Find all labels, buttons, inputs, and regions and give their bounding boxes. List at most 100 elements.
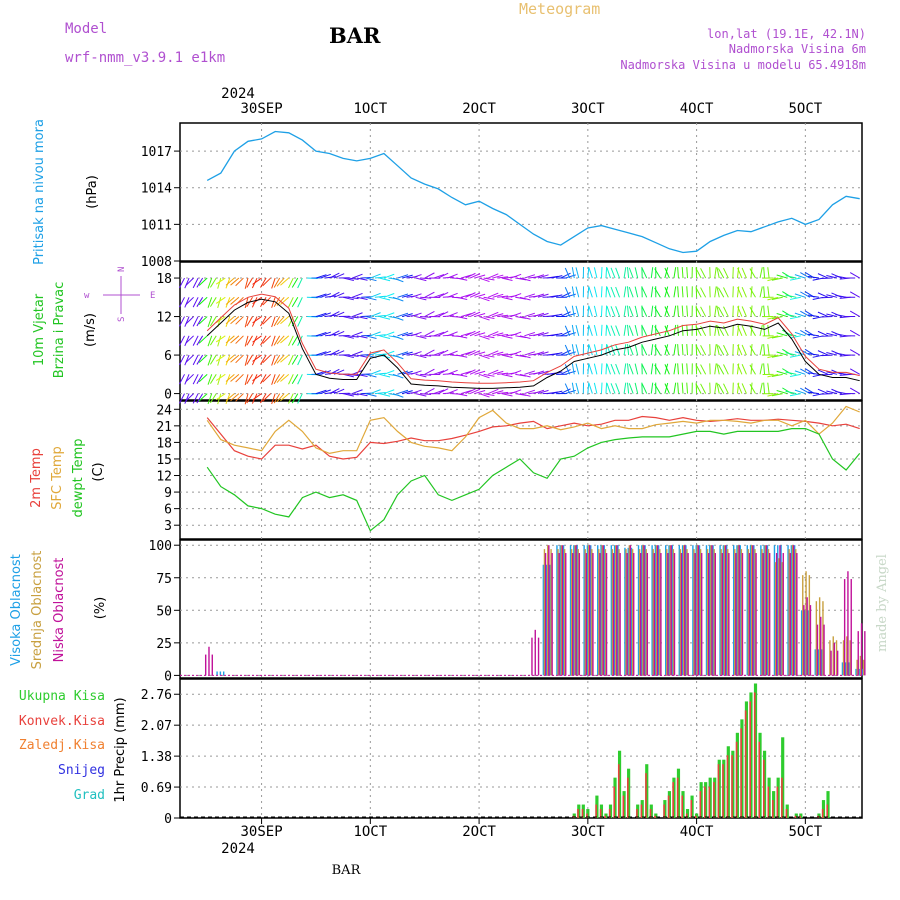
precip-legend: Ukupna Kisa Konvek.Kisa Zaledj.Kisa Snij… [19, 689, 105, 803]
cloud-bar [656, 545, 659, 676]
wind-arrow [192, 316, 199, 327]
wind-arrow [673, 344, 677, 356]
wind-arrow [501, 296, 513, 301]
wind-arrow [320, 370, 331, 375]
cloud-bar [807, 610, 809, 676]
wind-arrow [785, 352, 797, 356]
wind-arrow [230, 277, 240, 286]
panel-frame-p4 [179, 539, 863, 679]
cloud-bar [645, 549, 647, 676]
wind-arrow [420, 393, 432, 395]
wind-arrow [397, 370, 409, 375]
model-elevation-label: Nadmorska Visina u modelu 65.4918m [620, 58, 866, 72]
wind-arrow [320, 350, 331, 356]
wind-arrow [260, 354, 267, 365]
wind-arrow [483, 373, 495, 377]
wind-arrow [273, 354, 281, 365]
cloud-bar [624, 547, 626, 676]
cloud-bar [710, 545, 712, 676]
wind-arrow [723, 267, 729, 279]
wind-arrow [615, 363, 621, 375]
wind-arrow [626, 363, 630, 375]
cloud-bar [684, 545, 686, 676]
cloud-bar [653, 553, 656, 676]
wind-arrow [196, 335, 204, 346]
y-tick-label: 6 [164, 349, 172, 364]
wind-arrow [420, 335, 432, 338]
cloud-bar [572, 553, 574, 676]
wind-arrow [184, 393, 190, 404]
wind-arrow [605, 267, 608, 279]
wind-arrow [767, 267, 770, 279]
wind-arrow [785, 275, 797, 279]
wind-arrow [767, 277, 779, 282]
wind-arrow [469, 330, 481, 337]
wind-arrow [817, 388, 829, 395]
compass-w: w [84, 291, 90, 301]
wind-arrow [280, 373, 290, 382]
wind-arrow [849, 310, 860, 317]
cloud-bar [588, 545, 591, 676]
cloud-bar [544, 553, 547, 676]
wind-arrow [487, 350, 499, 356]
wind-arrow [352, 331, 363, 337]
wind-arrow [571, 267, 575, 279]
wind-arrow [215, 277, 226, 285]
wind-arrow [606, 286, 611, 298]
wind-arrow [198, 277, 208, 286]
wind-arrow [664, 286, 669, 298]
wind-arrow [262, 354, 271, 364]
cloud-bar [843, 579, 846, 676]
cloud-bar [556, 545, 558, 676]
y-tick-label: 0 [164, 388, 172, 403]
cloud-bar [855, 668, 857, 676]
cloud-bar [787, 545, 789, 676]
wind-arrow [771, 277, 783, 281]
wind-arrow [415, 335, 427, 339]
precip-bar-convective [667, 795, 670, 818]
wind-arrow [606, 325, 611, 336]
wind-arrow [826, 390, 838, 395]
precip-panel [180, 683, 862, 818]
wind-arrow [501, 316, 513, 320]
wind-arrow [207, 297, 213, 308]
wind-arrow [524, 370, 536, 375]
wind-arrow [634, 363, 639, 375]
cloud-bar [666, 549, 668, 676]
wind-arrow [571, 382, 575, 394]
wind-arrow [767, 382, 770, 394]
wind-arrow [356, 335, 368, 339]
wind-arrow [716, 344, 720, 356]
wind-arrow [634, 286, 639, 298]
wind-arrow [392, 335, 404, 340]
cloud-bar [752, 545, 754, 676]
cloud-bar [746, 545, 748, 676]
wind-arrow [320, 389, 331, 395]
wind-arrow [664, 382, 669, 394]
wind-arrow [352, 292, 363, 298]
wind-arrow [280, 296, 290, 305]
precip-bar-convective [749, 701, 751, 818]
wind-arrow [456, 296, 468, 300]
cloud-bar [724, 545, 727, 676]
wind-arrow [664, 344, 669, 356]
precip-bar-total [821, 800, 826, 818]
cloud-bar [709, 545, 711, 676]
wind-arrow [681, 382, 684, 394]
temperature-panel [206, 405, 861, 532]
wind-arrow [575, 286, 580, 298]
cloud-bar [782, 553, 784, 676]
wind-arrow [714, 382, 717, 394]
cloud-bar [687, 553, 689, 676]
wind-arrow [273, 374, 281, 385]
wind-arrow [664, 305, 669, 317]
cloud-bar [629, 545, 632, 676]
wind-arrow [593, 324, 598, 336]
y-tick-labels: 1008101110141017061218369121518212402550… [141, 145, 180, 827]
cloud-bar [748, 553, 751, 676]
wind-arrow [714, 344, 717, 356]
wind-arrow [723, 344, 729, 356]
wind-arrow [826, 352, 838, 356]
cloud-bar [781, 562, 783, 676]
wind-arrow [716, 286, 720, 298]
